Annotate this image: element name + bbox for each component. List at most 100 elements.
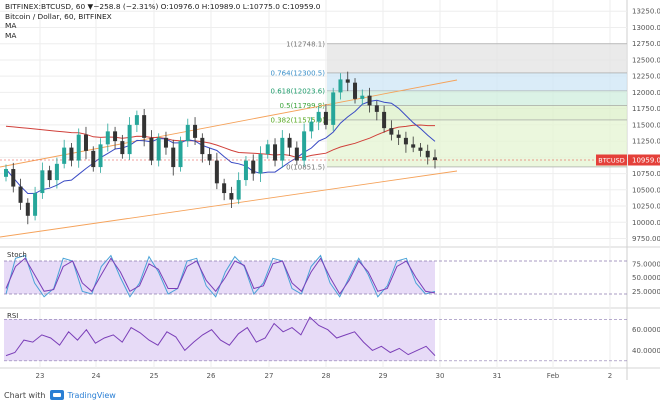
fib-label: 0.764(12300.5) — [271, 69, 326, 77]
stoch-title: Stoch — [7, 251, 27, 259]
candle-body — [302, 131, 307, 161]
y-tick-label: 11250.0000 — [632, 138, 660, 146]
ma-fast-line — [5, 99, 436, 195]
legend-ma-1: MA — [5, 21, 17, 30]
rsi-line — [5, 316, 436, 357]
x-tick-label: 24 — [92, 372, 101, 380]
tradingview-link[interactable]: TradingView — [67, 390, 116, 400]
footer-attribution: Chart with TradingView — [4, 390, 116, 400]
candle-body — [425, 150, 430, 158]
fib-zone — [327, 43, 627, 73]
fib-label: 0(10851.5) — [286, 163, 325, 171]
candle-body — [280, 137, 285, 161]
candle-body — [105, 131, 110, 145]
candle-body — [127, 124, 132, 155]
y-tick-label: 10750.0000 — [632, 170, 660, 178]
fib-zone — [327, 119, 627, 167]
price-badge — [596, 154, 627, 166]
candle-body — [62, 147, 67, 164]
channel-lower-line — [0, 170, 458, 238]
candle-body — [178, 141, 183, 168]
rsi-tick-label: 40.0000 — [632, 347, 660, 355]
candle-body — [163, 137, 168, 148]
legend-line-2: Bitcoin / Dollar, 60, BITFINEX — [5, 11, 112, 21]
fib-label: 0.5(11799.8) — [279, 102, 325, 110]
legend-ma-2: MA — [5, 30, 17, 40]
channel-upper-line — [0, 79, 458, 168]
y-tick-label: 11500.0000 — [632, 121, 660, 129]
candle-body — [113, 131, 118, 142]
x-tick-label: 27 — [265, 372, 274, 380]
candle-body — [331, 92, 336, 125]
candle-body — [214, 160, 219, 184]
candle-body — [142, 115, 147, 138]
candle-body — [418, 147, 423, 151]
candle-body — [200, 137, 205, 155]
y-tick-label: 9750.0000 — [632, 235, 660, 243]
candle-body — [134, 115, 139, 125]
stoch-k-band — [4, 261, 435, 294]
candle-body — [433, 157, 437, 161]
candle-body — [47, 170, 52, 181]
rsi-tick-label: 60.0000 — [632, 326, 660, 334]
candle-body — [69, 147, 74, 161]
candle-body — [338, 79, 343, 93]
x-tick-label: 28 — [322, 372, 331, 380]
candle-body — [345, 79, 350, 83]
candle-body — [316, 111, 321, 122]
fib-label: 1(12748.1) — [286, 40, 325, 48]
candle-body — [403, 137, 408, 145]
candle-body — [25, 202, 30, 216]
candle-body — [33, 193, 38, 216]
fib-label: 0.382(11575.9) — [271, 116, 326, 124]
y-tick-label: 11750.0000 — [632, 105, 660, 113]
price-badge-label: BTCUSD — [598, 157, 624, 165]
y-tick-label: 13000.0000 — [632, 24, 660, 32]
rsi-band — [4, 319, 435, 361]
candle-body — [76, 134, 81, 161]
candle-body — [171, 147, 176, 168]
candle-body — [149, 137, 154, 161]
stoch-d-line — [5, 257, 436, 295]
y-tick-label: 12750.0000 — [632, 40, 660, 48]
price-badge-value: 10959.0 — [632, 157, 660, 165]
candle-body — [229, 193, 234, 200]
candle-body — [265, 144, 270, 155]
x-tick-label: 31 — [493, 372, 502, 380]
footer-prefix: Chart with — [4, 390, 46, 400]
candle-body — [222, 183, 227, 194]
stoch-tick-label: 25.0000 — [632, 288, 660, 296]
candle-body — [367, 95, 372, 106]
candle-body — [353, 82, 358, 99]
candle-body — [309, 121, 314, 132]
fib-zone — [327, 72, 627, 91]
y-tick-label: 12250.0000 — [632, 73, 660, 81]
candle-body — [98, 144, 103, 168]
chart-legend: BITFINEX:BTCUSD, 60 ▼−258.8 (−2.31%) O:1… — [5, 2, 320, 40]
candle-body — [120, 141, 125, 155]
fib-zone — [327, 90, 627, 106]
x-tick-label: 26 — [207, 372, 216, 380]
y-tick-label: 10500.0000 — [632, 186, 660, 194]
candle-body — [243, 160, 248, 181]
x-tick-label: 2 — [608, 372, 612, 380]
candle-body — [91, 150, 96, 168]
fib-zone — [327, 105, 627, 120]
candle-body — [54, 163, 59, 181]
candle-body — [287, 137, 292, 148]
y-tick-label: 13250.0000 — [632, 8, 660, 16]
candle-body — [4, 169, 8, 177]
x-tick-label: 30 — [436, 372, 445, 380]
tradingview-logo-icon — [49, 390, 64, 400]
symbol-title: BITFINEX:BTCUSD, 60 — [5, 2, 86, 11]
ma-slow-line — [5, 124, 435, 159]
candle-body — [374, 105, 379, 112]
candle-body — [156, 137, 161, 161]
legend-line-1: BITFINEX:BTCUSD, 60 ▼−258.8 (−2.31%) O:1… — [5, 2, 320, 12]
x-tick-label: Feb — [547, 372, 560, 380]
y-tick-label: 10000.0000 — [632, 219, 660, 227]
candle-body — [40, 170, 45, 194]
candle-body — [273, 144, 278, 161]
price-badge-value-box — [628, 154, 660, 166]
